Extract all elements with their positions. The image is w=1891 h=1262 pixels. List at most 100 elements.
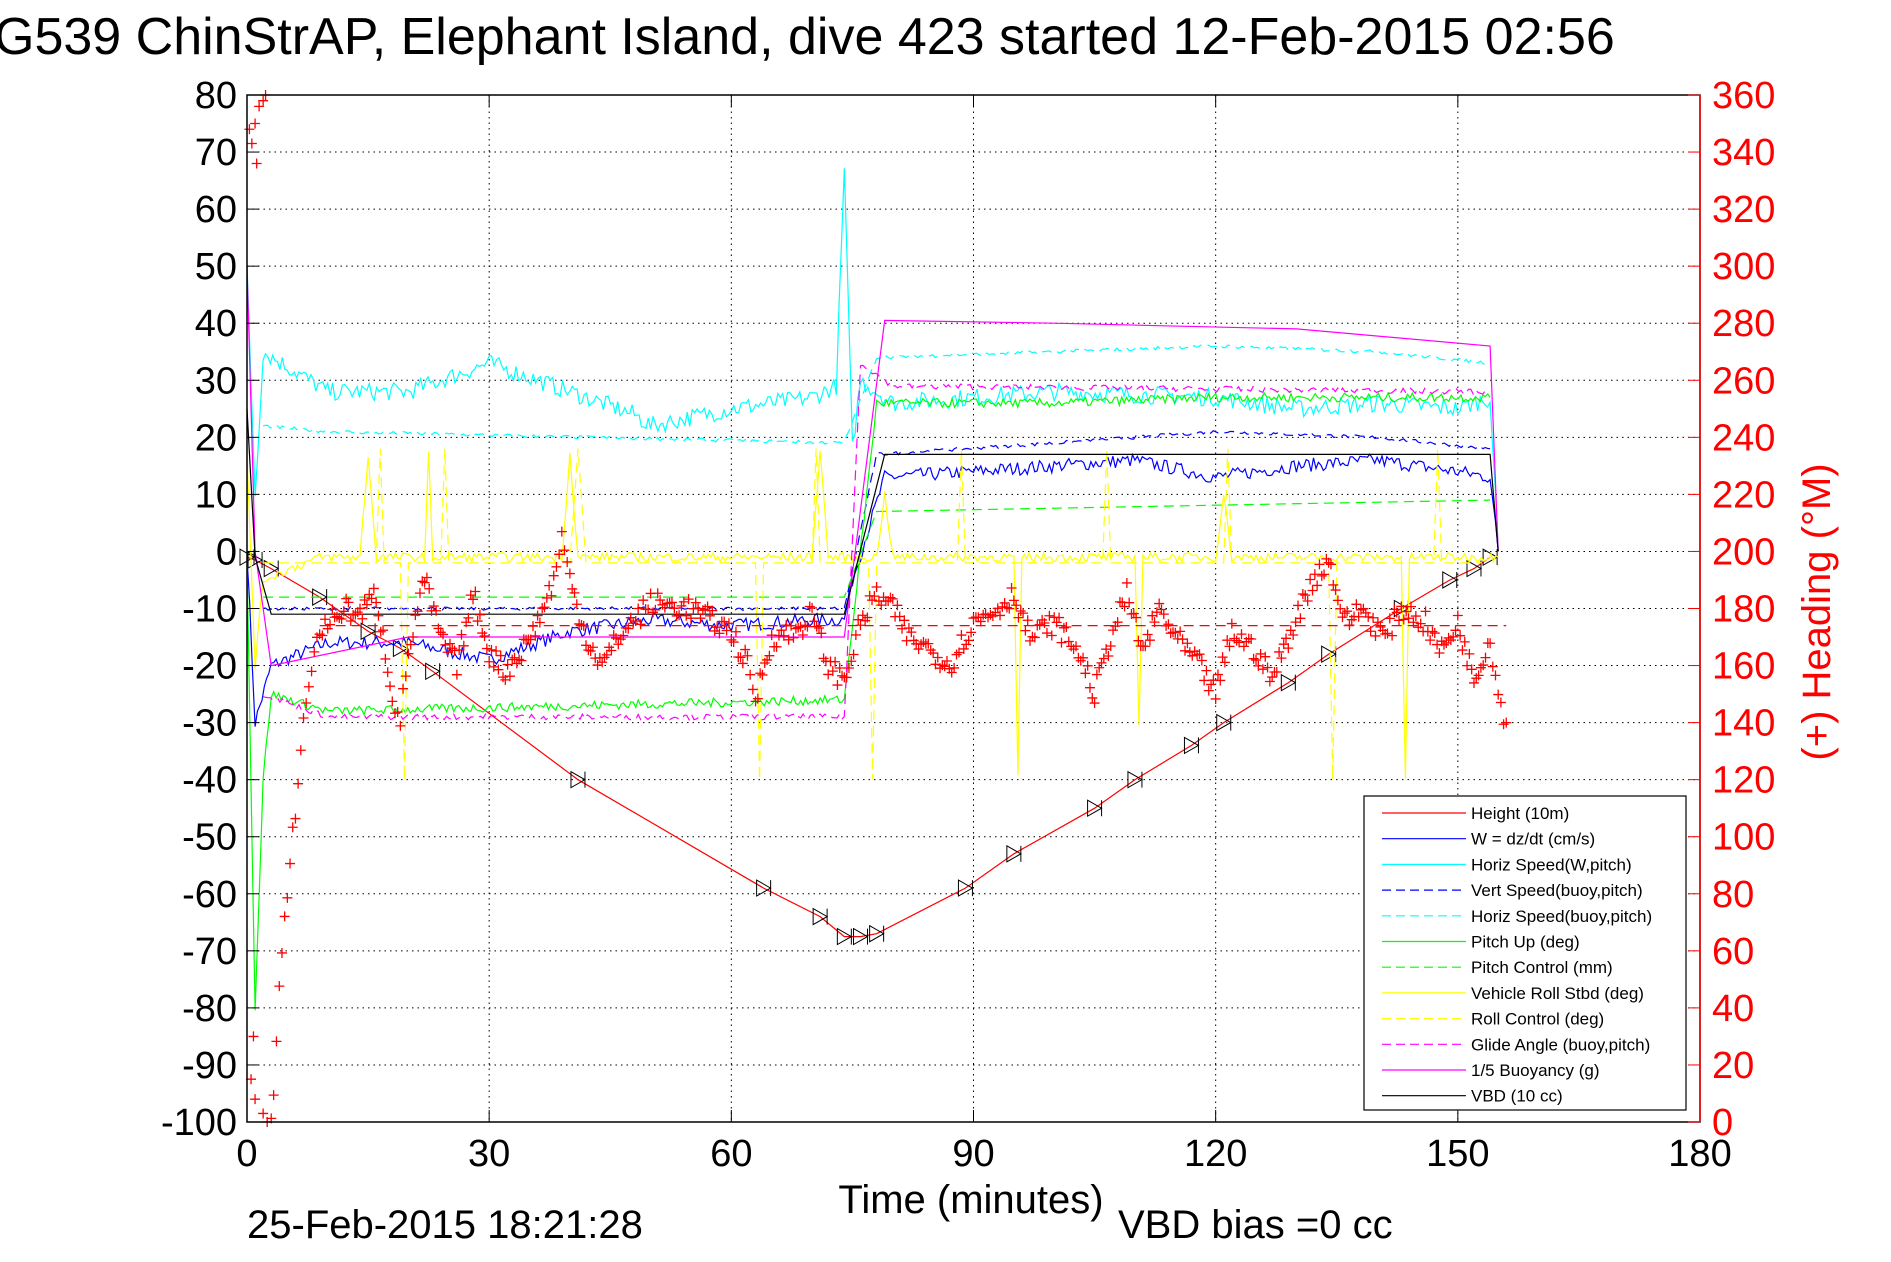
heading-point	[1398, 614, 1409, 625]
heading-point	[1128, 608, 1139, 619]
heading-point	[1285, 625, 1296, 636]
heading-point	[946, 667, 957, 678]
heading-point	[804, 601, 815, 612]
heading-point	[329, 612, 340, 623]
heading-point	[334, 613, 345, 624]
heading-point	[669, 603, 680, 614]
heading-point	[373, 610, 384, 621]
heading-point	[1089, 698, 1100, 709]
heading-point	[498, 672, 509, 683]
series-layer	[239, 90, 1512, 1127]
heading-point	[939, 661, 950, 672]
heading-point	[1004, 603, 1015, 614]
series-line-10	[246, 266, 1499, 667]
heading-point	[1175, 626, 1186, 637]
heading-point	[1293, 600, 1303, 611]
heading-point	[647, 607, 658, 618]
height-marker	[852, 927, 869, 946]
height-marker	[869, 924, 885, 943]
y-tick-label: 50	[195, 246, 237, 288]
heading-point	[1177, 634, 1188, 645]
heading-point	[721, 625, 732, 636]
heading-point	[495, 650, 506, 661]
heading-point	[1363, 611, 1374, 622]
heading-point	[1464, 648, 1475, 659]
heading-point	[802, 621, 813, 632]
heading-point	[1434, 647, 1445, 658]
heading-point	[871, 581, 882, 592]
heading-point	[1054, 612, 1065, 623]
heading-point	[1478, 660, 1489, 671]
right-y-tick-label: 280	[1712, 303, 1775, 345]
heading-point	[1013, 612, 1024, 623]
heading-point	[444, 638, 455, 649]
heading-point	[1420, 606, 1431, 617]
x-tick-label: 0	[236, 1133, 257, 1175]
heading-point	[899, 615, 910, 626]
heading-point	[728, 637, 739, 648]
heading-point	[470, 586, 481, 597]
heading-point	[298, 713, 309, 724]
heading-point	[301, 698, 312, 709]
heading-point	[1144, 635, 1155, 646]
heading-point	[336, 613, 347, 624]
y-tick-label: 20	[195, 417, 237, 459]
height-marker	[1127, 770, 1143, 789]
heading-point	[447, 643, 458, 654]
heading-point	[1103, 651, 1114, 662]
heading-point	[554, 549, 565, 560]
y-tick-label: -60	[182, 874, 237, 916]
heading-point	[468, 594, 479, 605]
heading-point	[424, 583, 435, 594]
height-marker	[836, 927, 853, 946]
y-tick-label: -100	[161, 1102, 237, 1144]
right-y-tick-label: 360	[1712, 75, 1775, 117]
heading-point	[830, 656, 841, 667]
heading-point	[440, 639, 451, 650]
heading-point	[992, 603, 1003, 614]
heading-point	[1201, 665, 1212, 676]
heading-point	[493, 664, 504, 675]
heading-point	[1158, 609, 1169, 620]
heading-point	[293, 778, 304, 789]
x-tick-label: 30	[468, 1133, 510, 1175]
height-marker	[756, 879, 772, 897]
heading-point	[726, 634, 737, 645]
heading-point	[1226, 618, 1237, 629]
height-marker	[1280, 673, 1297, 692]
heading-point	[1314, 559, 1325, 570]
heading-point	[1236, 629, 1247, 640]
heading-point	[419, 577, 430, 588]
heading-point	[1194, 649, 1205, 660]
heading-point	[463, 612, 474, 623]
heading-point	[730, 626, 741, 637]
heading-point	[350, 609, 361, 620]
heading-point	[1439, 639, 1449, 650]
heading-point	[1071, 641, 1082, 652]
heading-point	[742, 650, 753, 661]
heading-point	[1034, 619, 1045, 630]
y-tick-label: -70	[182, 931, 237, 973]
heading-point	[762, 654, 773, 665]
heading-point	[857, 610, 868, 621]
series-line-4	[263, 344, 1491, 445]
heading-point	[956, 630, 967, 641]
heading-point	[1212, 669, 1223, 680]
heading-point	[1475, 662, 1486, 673]
heading-point	[1382, 628, 1393, 639]
y-tick-label: -50	[182, 817, 237, 859]
heading-point	[867, 595, 878, 606]
y-tick-label: -20	[182, 646, 237, 688]
heading-point	[375, 626, 386, 637]
heading-point	[1094, 662, 1105, 673]
heading-point	[928, 648, 939, 659]
heading-point	[1344, 620, 1355, 631]
heading-point	[282, 892, 293, 903]
heading-point	[327, 604, 338, 615]
height-marker	[1183, 736, 1200, 755]
heading-point	[1238, 641, 1249, 652]
heading-point	[853, 614, 864, 625]
heading-point	[816, 628, 827, 639]
heading-point	[378, 625, 389, 636]
right-y-tick-label: 40	[1712, 988, 1754, 1030]
